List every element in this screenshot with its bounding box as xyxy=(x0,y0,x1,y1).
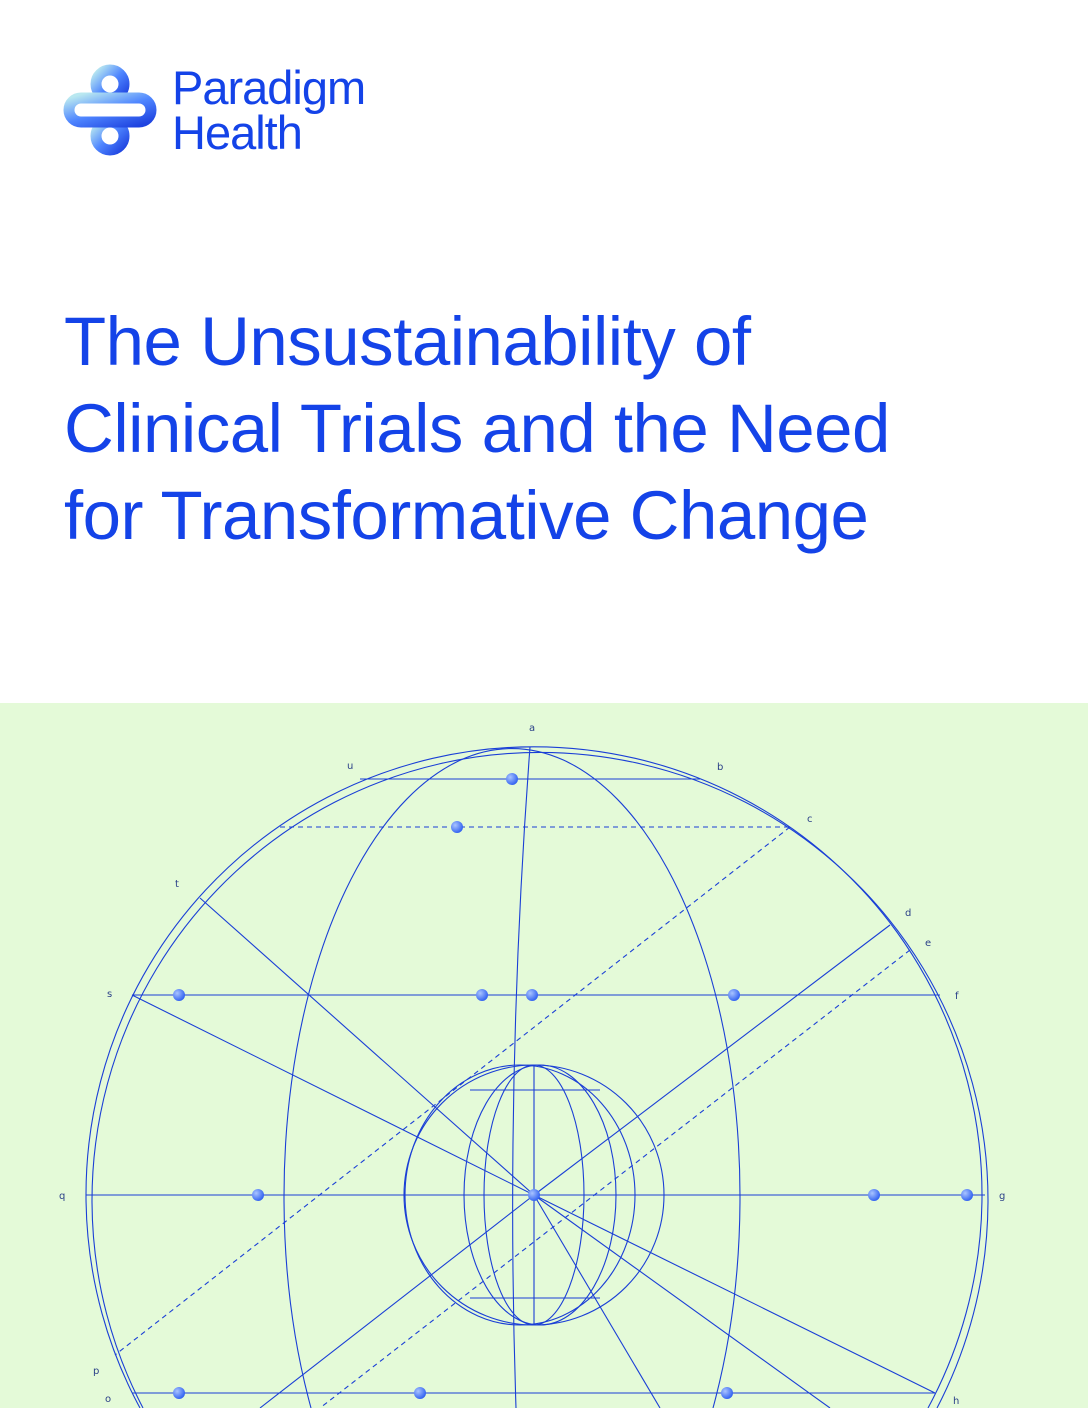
globe-diagram: a b c d e f g h o p q s t u xyxy=(59,723,1005,1408)
brand-name-line1: Paradigm xyxy=(172,61,366,114)
node xyxy=(451,821,463,833)
brand-logo: Paradigm Health xyxy=(62,61,366,159)
label-u: u xyxy=(347,761,353,772)
label-s: s xyxy=(107,989,112,1000)
title-line-2: Clinical Trials and the Need xyxy=(64,390,890,467)
node xyxy=(252,1189,264,1201)
brand-name-line2: Health xyxy=(172,106,303,159)
label-b: b xyxy=(717,762,723,773)
node xyxy=(868,1189,880,1201)
node xyxy=(173,1387,185,1399)
meridian xyxy=(512,746,531,1408)
label-q: q xyxy=(59,1191,65,1202)
offset-circle xyxy=(91,751,989,1408)
label-f: f xyxy=(955,991,959,1002)
label-d: d xyxy=(905,908,911,919)
label-a: a xyxy=(529,723,535,734)
label-g: g xyxy=(999,1191,1005,1202)
outer-circle xyxy=(85,746,983,1408)
node xyxy=(173,989,185,1001)
brand-name: Paradigm Health xyxy=(172,61,366,159)
node xyxy=(961,1189,973,1201)
node xyxy=(728,989,740,1001)
node xyxy=(476,989,488,1001)
title-line-3: for Transformative Change xyxy=(64,477,869,554)
label-h: h xyxy=(953,1396,959,1407)
node xyxy=(526,989,538,1001)
outer-ellipse xyxy=(283,748,741,1408)
title-line-1: The Unsustainability of xyxy=(64,303,751,380)
node xyxy=(506,773,518,785)
label-c: c xyxy=(807,814,813,825)
geometric-globe-illustration: a b c d e f g h o p q s t u xyxy=(0,703,1088,1408)
node xyxy=(528,1189,540,1201)
label-p: p xyxy=(93,1366,99,1377)
logo-mark-icon xyxy=(63,64,157,156)
page-title: The Unsustainability of Clinical Trials … xyxy=(64,298,1024,559)
label-t: t xyxy=(175,879,179,890)
label-e: e xyxy=(925,938,931,949)
label-o: o xyxy=(105,1394,111,1405)
node xyxy=(721,1387,733,1399)
node xyxy=(414,1387,426,1399)
